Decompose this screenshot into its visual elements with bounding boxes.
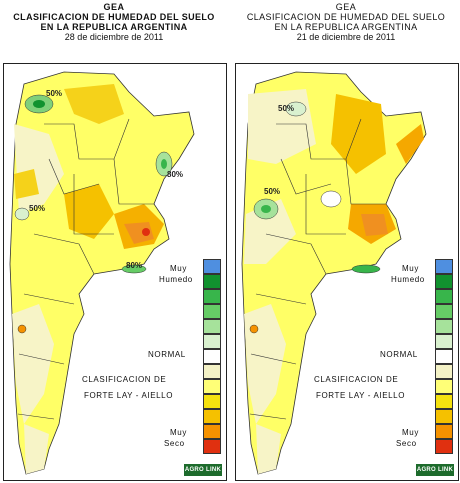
legend-label-very-dry: Muy [402,428,419,437]
map-header: GEA CLASIFICACION DE HUMEDAD DEL SUELO E… [0,0,228,62]
legend-swatch [435,364,453,379]
map-date: 21 de diciembre de 2011 [296,32,396,42]
soil-moisture-map: 50% 50% 80% 80% Muy Humedo NORMAL CLASIF… [3,63,227,481]
legend-swatch [435,334,453,349]
legend-swatch [203,304,221,319]
argentina-map-svg [241,71,427,475]
map-panel-28-dic: GEA CLASIFICACION DE HUMEDAD DEL SUELO E… [0,0,228,483]
agrolink-logo: AGRO LINK [416,464,454,476]
map-title-line1: CLASIFICACION DE HUMEDAD DEL SUELO [246,12,446,22]
legend-swatch [203,364,221,379]
method-label: FORTE LAY - AIELLO [84,391,174,400]
legend-swatch [435,379,453,394]
legend-swatch [203,274,221,289]
legend-label-normal: NORMAL [380,350,418,359]
legend-swatch [435,394,453,409]
argentina-map-svg [9,71,195,475]
legend-label-very-wet: Muy [170,264,187,273]
isoline-label: 80% [126,261,143,270]
legend-label-very-wet: Muy [402,264,419,273]
legend-swatch [203,409,221,424]
org-label: GEA [103,2,125,12]
legend-swatch-very-dry [435,439,453,454]
legend-swatch [203,394,221,409]
method-label: FORTE LAY - AIELLO [316,391,406,400]
legend-swatch-normal [203,349,221,364]
legend-swatch [203,334,221,349]
org-label: GEA [335,2,357,12]
legend-swatch [435,424,453,439]
legend-label-normal: NORMAL [148,350,186,359]
map-title-line2: EN LA REPUBLICA ARGENTINA [274,22,418,32]
isoline-label: 50% [29,204,46,213]
legend-label-very-dry: Muy [170,428,187,437]
legend-label-dry: Seco [164,439,185,448]
legend-swatch [203,379,221,394]
legend-swatch [435,274,453,289]
map-panel-21-dic: GEA CLASIFICACION DE HUMEDAD DEL SUELO E… [232,0,460,483]
legend-label-wet: Humedo [159,275,193,284]
legend-swatch [203,319,221,334]
argentina-shape [241,71,427,475]
soil-moisture-map: 50% 50% Muy Humedo NORMAL CLASIFICACION … [235,63,459,481]
legend-label-dry: Seco [396,439,417,448]
legend-swatch [203,289,221,304]
legend-swatch [435,319,453,334]
classification-label: CLASIFICACION DE [314,375,399,384]
agrolink-logo: AGRO LINK [184,464,222,476]
legend-swatch-very-wet [435,259,453,274]
legend-swatch [203,424,221,439]
map-header: GEA CLASIFICACION DE HUMEDAD DEL SUELO E… [232,0,460,62]
legend-swatch [435,304,453,319]
isoline-label: 50% [264,187,281,196]
isoline-label: 80% [167,170,184,179]
legend-swatch-very-dry [203,439,221,454]
legend-swatch-very-wet [203,259,221,274]
map-title-line1: CLASIFICACION DE HUMEDAD DEL SUELO [13,12,215,22]
classification-label: CLASIFICACION DE [82,375,167,384]
legend-swatch [435,289,453,304]
moisture-legend [203,259,221,454]
isoline-label: 50% [278,104,295,113]
isoline-label: 50% [46,89,63,98]
legend-swatch-normal [435,349,453,364]
legend-label-wet: Humedo [391,275,425,284]
moisture-legend [435,259,453,454]
map-title-line2: EN LA REPUBLICA ARGENTINA [40,22,188,32]
legend-swatch [435,409,453,424]
map-date: 28 de diciembre de 2011 [64,32,164,42]
